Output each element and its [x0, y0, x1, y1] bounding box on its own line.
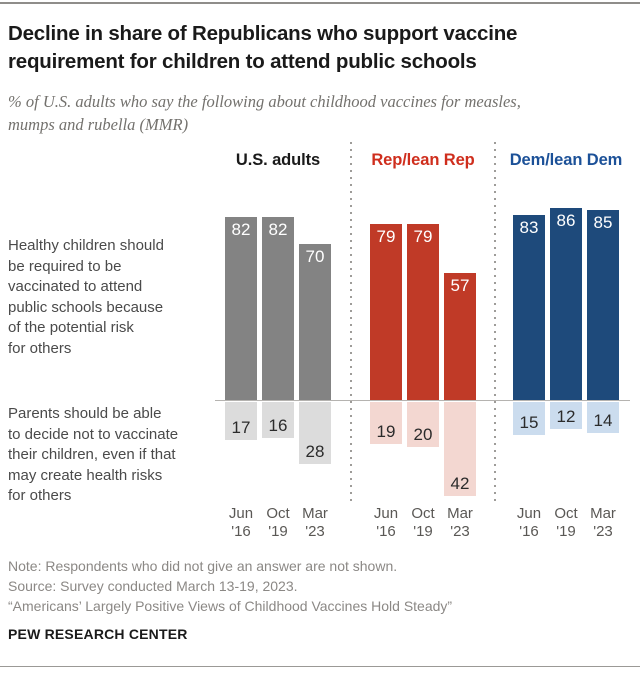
- source-line: Source: Survey conducted March 13-19, 20…: [8, 578, 298, 594]
- bar-value-label: 12: [556, 407, 576, 426]
- bar-value-label: 28: [305, 442, 325, 461]
- bar-support-requirement: 79: [407, 224, 439, 400]
- bar-value-label: 42: [450, 474, 470, 493]
- bar-value-label: 86: [556, 211, 576, 230]
- diverging-bar-chart: U.S. adults 82 82 70 17 16 28 Jun '16 Oct '19 Mar…: [0, 142, 640, 562]
- bar-value-label: 79: [413, 227, 433, 246]
- group-header: Dem/lean Dem: [509, 151, 623, 169]
- bar-support-requirement: 83: [513, 215, 545, 400]
- chart-title: Decline in share of Republicans who supp…: [8, 22, 518, 73]
- bar-parents-decide: 19: [370, 402, 402, 444]
- bar-value-label: 79: [376, 227, 396, 246]
- bar-support-requirement: 85: [587, 210, 619, 400]
- group-header: Rep/lean Rep: [371, 151, 475, 169]
- x-tick-label: Oct '19: [266, 505, 290, 540]
- bar-value-label: 82: [268, 220, 288, 239]
- bottom-rule: [0, 666, 640, 667]
- chart-subtitle: % of U.S. adults who say the following a…: [8, 92, 521, 134]
- bar-value-label: 82: [231, 220, 251, 239]
- bar-support-requirement: 82: [262, 217, 294, 400]
- bar-parents-decide: 16: [262, 402, 294, 438]
- report-title-line: “Americans’ Largely Positive Views of Ch…: [8, 598, 453, 614]
- bar-parents-decide: 14: [587, 402, 619, 433]
- bar-parents-decide: 28: [299, 402, 331, 464]
- bar-value-label: 83: [519, 218, 539, 237]
- bar-parents-decide: 17: [225, 402, 257, 440]
- x-tick-label: Oct '19: [411, 505, 435, 540]
- bar-support-requirement: 57: [444, 273, 476, 400]
- bar-value-label: 19: [376, 422, 396, 441]
- bar-value-label: 14: [593, 411, 613, 430]
- x-tick-label: Mar '23: [447, 505, 473, 540]
- bar-value-label: 16: [268, 416, 288, 435]
- bar-support-requirement: 82: [225, 217, 257, 400]
- group-separator: [494, 142, 496, 502]
- x-tick-label: Jun '16: [373, 505, 399, 540]
- x-tick-label: Jun '16: [516, 505, 542, 540]
- bar-support-requirement: 70: [299, 244, 331, 400]
- group-separator: [350, 142, 352, 502]
- bar-value-label: 17: [231, 418, 251, 437]
- bar-parents-decide: 20: [407, 402, 439, 447]
- chart-baseline: [215, 400, 630, 401]
- bar-value-label: 57: [450, 276, 470, 295]
- note-line: Note: Respondents who did not give an an…: [8, 558, 398, 574]
- bar-parents-decide: 15: [513, 402, 545, 435]
- bar-value-label: 85: [593, 213, 613, 232]
- bar-value-label: 15: [519, 413, 539, 432]
- top-rule: [0, 2, 640, 4]
- row-label-parents-decide: Parents should be able to decide not to …: [8, 405, 179, 504]
- footer-notes: Note: Respondents who did not give an an…: [8, 556, 628, 616]
- x-tick-label: Oct '19: [554, 505, 578, 540]
- bar-parents-decide: 42: [444, 402, 476, 496]
- bar-parents-decide: 12: [550, 402, 582, 429]
- bar-value-label: 20: [413, 425, 433, 444]
- bar-support-requirement: 79: [370, 224, 402, 400]
- row-label-require-vaccination: Healthy children should be required to b…: [8, 237, 164, 357]
- bar-support-requirement: 86: [550, 208, 582, 400]
- x-tick-label: Mar '23: [302, 505, 328, 540]
- bar-value-label: 70: [305, 247, 325, 266]
- x-tick-label: Jun '16: [228, 505, 254, 540]
- pew-research-center-wordmark: PEW RESEARCH CENTER: [8, 626, 188, 642]
- group-header: U.S. adults: [235, 151, 321, 169]
- x-tick-label: Mar '23: [590, 505, 616, 540]
